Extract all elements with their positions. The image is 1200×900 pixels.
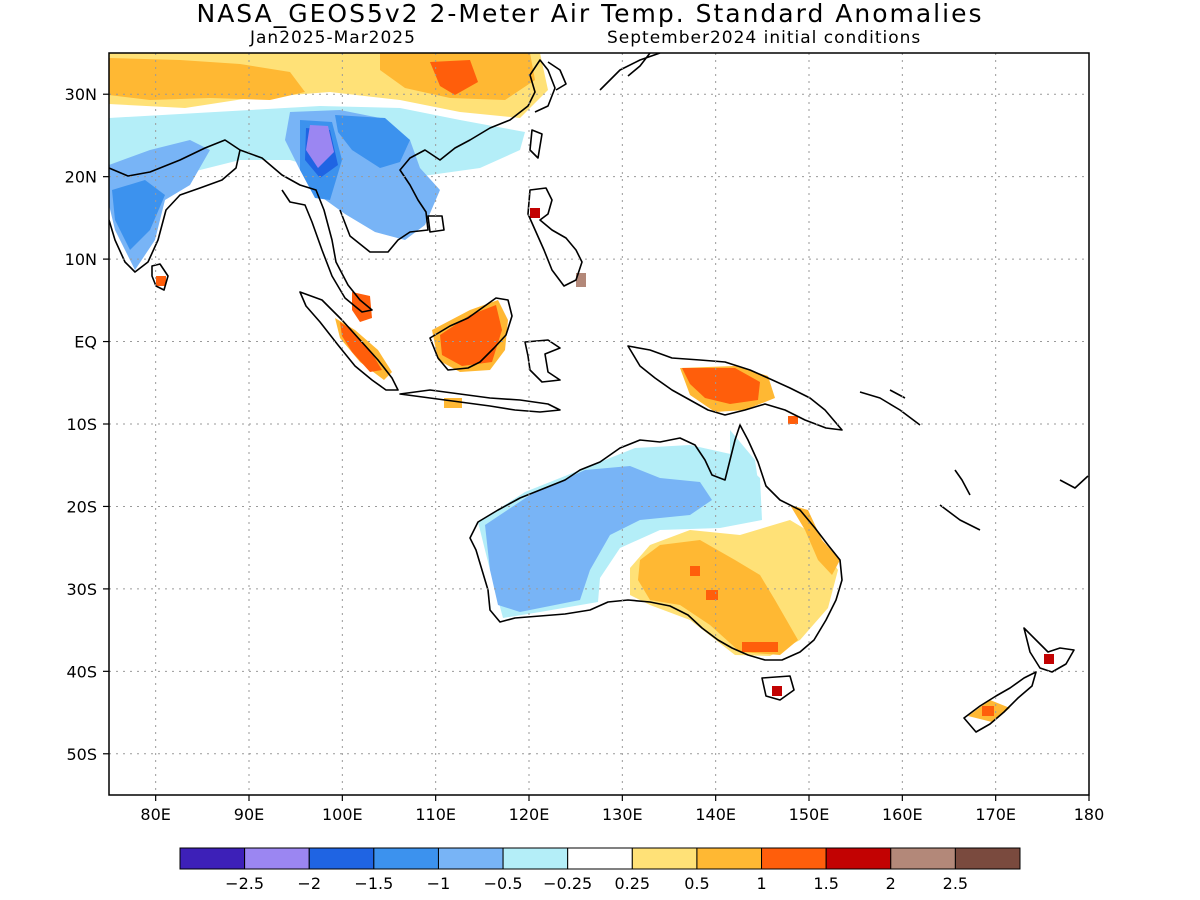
- hot-anomaly-sumatra: [340, 322, 382, 372]
- strong-warm-north-china: [430, 60, 478, 95]
- coast-tasmania: [761, 675, 795, 701]
- coastlines: [109, 53, 1089, 733]
- colorbar-label: −1.5: [354, 874, 393, 893]
- colorbar-label: 2.5: [943, 874, 968, 893]
- lon-label: 150E: [789, 805, 830, 824]
- cool-anomaly-australia-core: [485, 466, 712, 612]
- hot-spot-png-east: [788, 416, 798, 424]
- lon-label: 140E: [695, 805, 736, 824]
- hot-anomaly-borneo: [440, 305, 502, 366]
- coast-sumatra: [299, 291, 399, 391]
- coast-sulawesi: [524, 339, 561, 383]
- hot-anomaly-malay: [352, 292, 372, 322]
- coast-new-zealand-north: [1023, 627, 1075, 673]
- anomaly-fields: [109, 53, 1054, 722]
- initial-conditions: September2024 initial conditions: [607, 28, 922, 48]
- colorbar-labels: −2.5 −2 −1.5 −1 −0.5 −0.25 0.25 0.5 1 1.5 2 2.5: [225, 874, 968, 893]
- cool-anomaly-cape-york: [730, 430, 760, 500]
- coast-india: [109, 139, 241, 273]
- coast-new-guinea: [627, 345, 843, 431]
- coast-sri-lanka: [151, 263, 169, 291]
- lon-label: 130E: [602, 805, 643, 824]
- colorbar: [179, 847, 1021, 870]
- colorbar-label: 1.5: [813, 874, 838, 893]
- colorbar-swatch: [696, 847, 763, 870]
- lat-label: 40S: [66, 662, 97, 681]
- colorbar-swatch: [631, 847, 698, 870]
- cool-anomaly-china-core: [335, 115, 410, 168]
- forecast-period: Jan2025-Mar2025: [250, 28, 416, 48]
- coast-hainan: [427, 215, 445, 233]
- lon-label: 160E: [882, 805, 923, 824]
- colorbar-swatch: [825, 847, 892, 870]
- colorbar-label: −0.25: [543, 874, 592, 893]
- colorbar-swatch: [244, 847, 310, 870]
- coast-borneo: [429, 297, 513, 371]
- grid-lines: [109, 53, 1089, 795]
- hot-spot-new-zealand: [982, 706, 994, 716]
- colorbar-label: 0.25: [614, 874, 650, 893]
- longitude-labels: 80E 90E 100E 110E 120E 130E 140E 150E 160E 170E 18…: [140, 795, 1104, 824]
- warm-spot-java: [444, 398, 462, 408]
- colorbar-label: −1: [427, 874, 451, 893]
- hot-spot-philippines: [530, 208, 540, 218]
- hot-anomaly-new-guinea: [682, 368, 760, 404]
- lat-label: 30N: [65, 85, 97, 104]
- coast-philippines: [527, 187, 583, 287]
- colorbar-swatch: [502, 847, 569, 870]
- colorbar-swatch: [437, 847, 504, 870]
- lat-label: EQ: [74, 333, 97, 352]
- hot-spot-australia-1: [690, 566, 700, 576]
- coast-australia: [469, 424, 843, 661]
- lat-label: 20S: [66, 497, 97, 516]
- coast-mainland-sea: [239, 59, 556, 313]
- lat-label: 20N: [65, 168, 97, 187]
- warm-anomaly-queensland-coast: [790, 505, 840, 575]
- warm-anomaly-tibet: [109, 58, 305, 100]
- coast-japan: [599, 53, 661, 91]
- hot-spot-tasmania: [772, 686, 782, 696]
- colorbar-swatch: [890, 847, 956, 870]
- hot-spot-north-island: [1044, 654, 1054, 664]
- coast-korea: [547, 61, 567, 91]
- coast-solomons: [859, 389, 921, 426]
- colorbar-swatch: [761, 847, 827, 870]
- latitude-labels: 30N 20N 10N EQ 10S 20S 30S 40S 50S: [65, 85, 109, 764]
- colorbar-swatch: [373, 847, 439, 870]
- colorbar-swatch: [308, 847, 375, 870]
- lon-label: 120E: [509, 805, 550, 824]
- coast-vanuatu: [939, 469, 981, 531]
- lon-label: 80E: [140, 805, 170, 824]
- lon-label: 90E: [234, 805, 264, 824]
- colorbar-label: −0.5: [484, 874, 523, 893]
- warm-spot-sri-lanka: [156, 276, 166, 286]
- map-title: NASA_GEOS5v2 2-Meter Air Temp. Standard …: [196, 0, 984, 28]
- cool-anomaly-india-core: [112, 180, 165, 250]
- colorbar-label: 0.5: [684, 874, 709, 893]
- colorbar-swatch: [954, 847, 1021, 870]
- coast-fiji: [1059, 475, 1089, 489]
- colorbar-label: 1: [756, 874, 766, 893]
- coast-taiwan: [529, 129, 543, 159]
- lat-label: 10N: [65, 250, 97, 269]
- lon-label: 110E: [415, 805, 456, 824]
- lat-label: 50S: [66, 745, 97, 764]
- extreme-cool-myanmar: [306, 125, 334, 168]
- hot-spot-australia-2: [706, 590, 718, 600]
- colorbar-label: −2: [297, 874, 321, 893]
- lat-label: 30S: [66, 580, 97, 599]
- hot-spot-australia-3: [742, 642, 778, 652]
- lon-label: 180: [1074, 805, 1105, 824]
- lat-label: 10S: [66, 415, 97, 434]
- colorbar-label: −2.5: [225, 874, 264, 893]
- lon-label: 100E: [322, 805, 363, 824]
- colorbar-swatch: [179, 847, 246, 870]
- coast-new-zealand-south: [963, 671, 1037, 733]
- colorbar-label: 2: [886, 874, 896, 893]
- lon-label: 170E: [975, 805, 1016, 824]
- colorbar-swatch: [567, 847, 633, 870]
- coast-java: [399, 389, 561, 413]
- warm-spot-mindanao: [576, 273, 586, 287]
